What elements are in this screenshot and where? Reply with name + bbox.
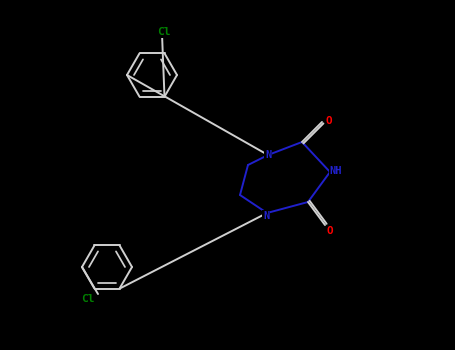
Text: O: O	[327, 226, 334, 236]
Text: N: N	[265, 150, 271, 160]
Text: O: O	[326, 116, 332, 126]
Text: Cl: Cl	[157, 27, 171, 37]
Text: N: N	[263, 211, 269, 221]
Text: NH: NH	[330, 166, 342, 176]
Text: Cl: Cl	[81, 294, 95, 304]
